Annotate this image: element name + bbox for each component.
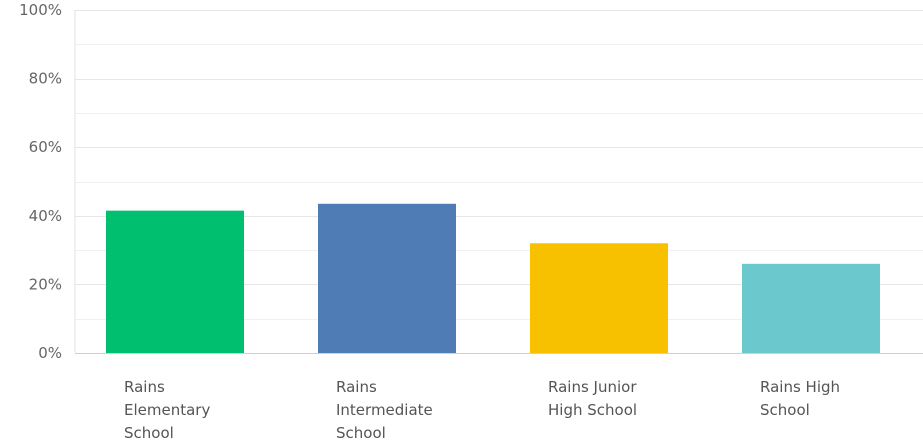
y-axis: 0% 20% 40% 60% 80% 100% — [19, 1, 923, 362]
category-labels: Rains Elementary School Rains Intermediate Sc… — [124, 378, 840, 442]
y-tick-label: 60% — [29, 138, 62, 156]
category-label: Rains High School — [760, 378, 840, 419]
category-label: Rains Intermediate School — [336, 378, 433, 442]
category-label: Rains Junior High School — [548, 378, 637, 419]
y-tick-label: 100% — [19, 1, 62, 19]
bar — [318, 203, 456, 353]
bars — [106, 203, 880, 353]
bar — [106, 210, 244, 353]
bar — [530, 243, 668, 353]
y-tick-label: 20% — [29, 275, 62, 293]
y-tick-label: 40% — [29, 207, 62, 225]
bar — [742, 263, 880, 353]
y-tick-label: 0% — [38, 344, 62, 362]
y-tick-label: 80% — [29, 70, 62, 88]
category-label: Rains Elementary School — [124, 378, 210, 442]
